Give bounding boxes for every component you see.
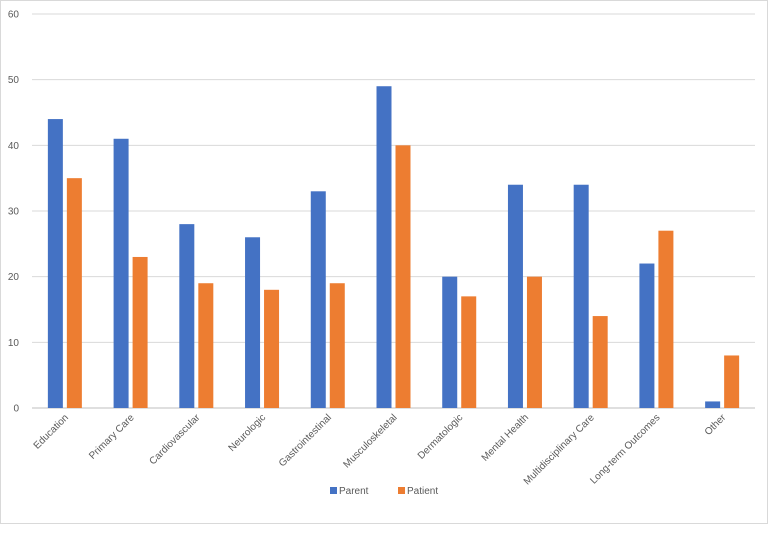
bar-parent bbox=[245, 237, 261, 408]
x-tick-label: Dermatologic bbox=[416, 412, 465, 461]
bar-patient bbox=[132, 256, 148, 408]
y-tick-label: 40 bbox=[8, 141, 20, 152]
bar-parent bbox=[113, 138, 129, 408]
y-tick-label: 50 bbox=[8, 75, 20, 86]
chart-area: 0 10 20 30 40 50 60 Education Primary Care Cardio… bbox=[0, 0, 768, 524]
x-tick-label: Cardiovascular bbox=[147, 412, 202, 467]
x-tick-label: Multidisciplinary Care bbox=[522, 412, 597, 487]
legend-label-parent: Parent bbox=[339, 486, 369, 497]
bar-patient bbox=[395, 145, 411, 409]
bar-patient bbox=[329, 283, 345, 408]
bar-patient bbox=[66, 178, 82, 408]
bar-patient bbox=[526, 276, 542, 408]
x-tick-label: Musculoskeletal bbox=[342, 412, 400, 470]
y-tick-label: 60 bbox=[8, 10, 20, 21]
x-tick-label: Primary Care bbox=[87, 412, 137, 462]
bar-parent bbox=[507, 184, 523, 408]
bar-parent bbox=[639, 263, 655, 408]
bar-parent bbox=[310, 191, 326, 408]
y-tick-label: 0 bbox=[13, 404, 19, 415]
x-tick-label: Mental Health bbox=[480, 412, 531, 463]
x-tick-label: Gastrointestinal bbox=[277, 412, 334, 469]
x-tick-label: Neurologic bbox=[227, 412, 269, 454]
legend-swatch-parent bbox=[330, 487, 337, 494]
bar-patient bbox=[264, 289, 280, 408]
legend-swatch-patient bbox=[398, 487, 405, 494]
bar-parent bbox=[705, 401, 721, 408]
y-tick-label: 30 bbox=[8, 207, 20, 218]
x-tick-label: Education bbox=[32, 412, 71, 451]
bar-patient bbox=[592, 316, 608, 408]
x-tick-label: Other bbox=[703, 412, 729, 438]
bar-parent bbox=[179, 224, 195, 408]
y-tick-label: 20 bbox=[8, 272, 20, 283]
bar-patient bbox=[724, 355, 740, 408]
bar-parent bbox=[376, 86, 392, 408]
bar-parent bbox=[47, 119, 63, 409]
bar-patient bbox=[658, 230, 674, 408]
legend-label-patient: Patient bbox=[407, 486, 438, 497]
bar-patient bbox=[198, 283, 214, 408]
bar-parent bbox=[442, 276, 458, 408]
x-tick-label: Long-term Outcomes bbox=[588, 412, 662, 486]
bar-parent bbox=[573, 184, 589, 408]
y-tick-label: 10 bbox=[8, 338, 20, 349]
bar-patient bbox=[461, 296, 477, 408]
